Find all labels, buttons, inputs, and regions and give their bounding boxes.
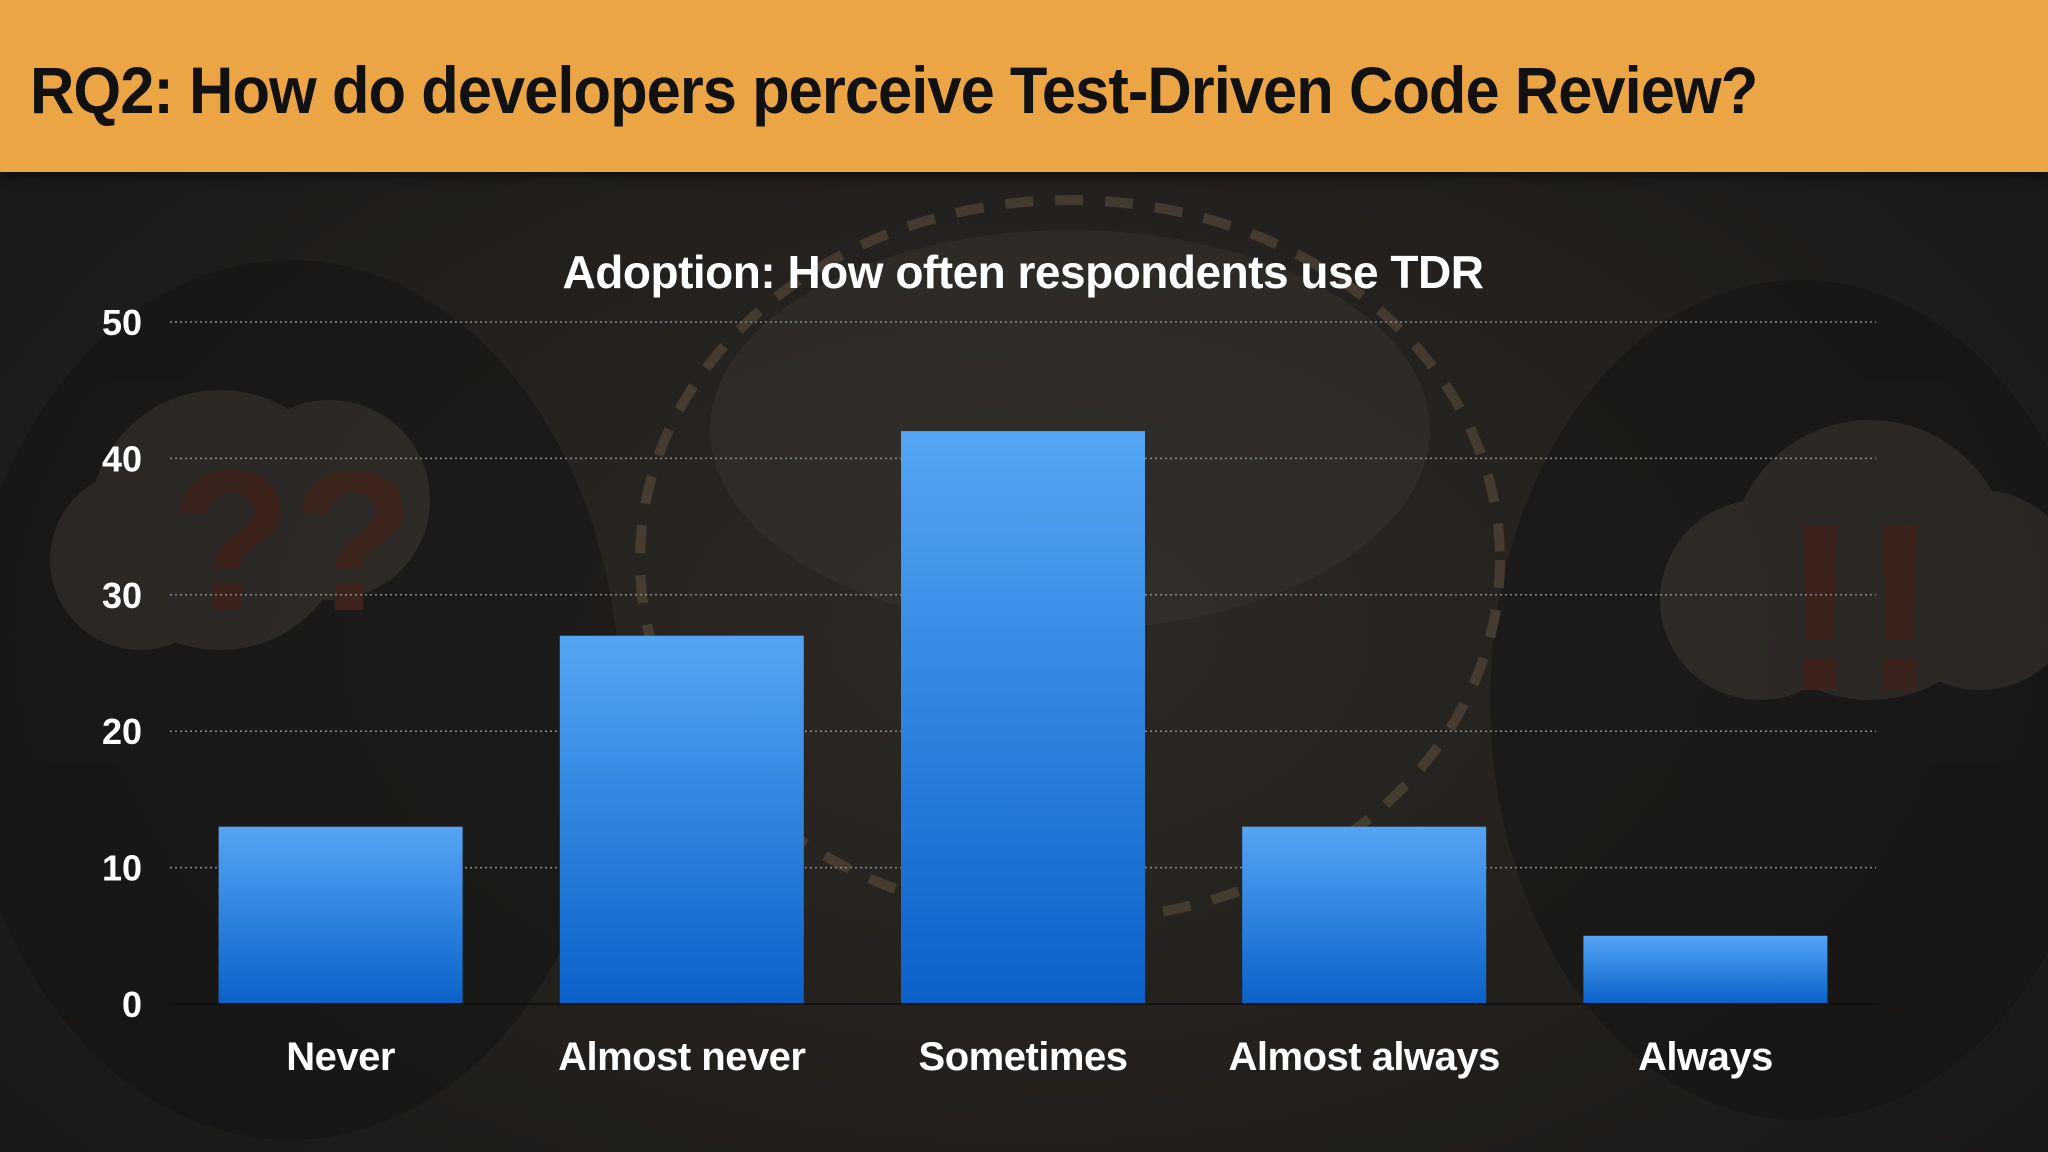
svg-text:!!: !! [1780, 473, 1940, 741]
y-tick-label: 30 [102, 575, 142, 616]
x-category-label: Almost always [1229, 1035, 1500, 1079]
y-axis-ticks: 0 10 20 30 40 50 [102, 302, 142, 1025]
x-axis-labels: Never Almost never Sometimes Almost always A… [286, 1035, 1773, 1079]
x-category-label: Almost never [558, 1035, 805, 1079]
y-tick-label: 40 [102, 438, 142, 479]
bar-sometimes [901, 431, 1145, 1004]
bar-never [218, 826, 463, 1004]
bar-almost-never [559, 635, 804, 1004]
y-tick-label: 10 [102, 848, 142, 889]
chart-title: Adoption: How often respondents use TDR [563, 246, 1484, 298]
title-banner: RQ2: How do developers perceive Test-Dri… [0, 0, 2048, 172]
bar-almost-always [1242, 826, 1487, 1004]
x-category-label: Sometimes [919, 1035, 1128, 1079]
gridlines [170, 321, 1876, 869]
y-tick-label: 50 [102, 302, 142, 343]
x-category-label: Always [1638, 1035, 1773, 1079]
x-category-label: Never [286, 1035, 395, 1079]
y-tick-label: 20 [102, 711, 142, 752]
svg-text:??: ?? [170, 430, 414, 653]
bars [218, 431, 1828, 1004]
bar-always [1583, 935, 1828, 1004]
y-tick-label: 0 [122, 984, 142, 1025]
slide-title: RQ2: How do developers perceive Test-Dri… [30, 53, 1758, 127]
